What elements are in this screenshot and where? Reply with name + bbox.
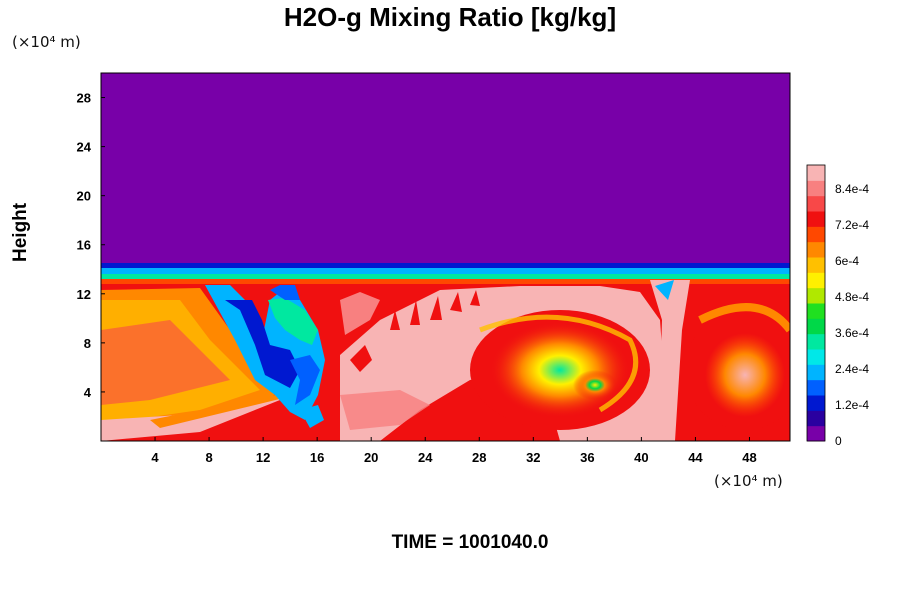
- colorbar-swatch: [807, 272, 825, 289]
- colorbar-swatch: [807, 195, 825, 212]
- heatmap-field: [101, 73, 790, 441]
- y-tick-label: 8: [84, 336, 91, 351]
- x-tick-label: 20: [364, 450, 378, 465]
- colorbar-swatch: [807, 333, 825, 350]
- colorbar-tick-label: 0: [835, 434, 842, 448]
- x-tick-label: 12: [256, 450, 270, 465]
- time-label: TIME = 1001040.0: [391, 532, 549, 553]
- colorbar-swatch: [807, 364, 825, 381]
- colorbar-tick-label: 2.4e-4: [835, 362, 869, 376]
- colorbar: 0 1.2e-4 2.4e-4 3.6e-4 4.8e-4 6e-4 7.2e-4 8.4e-…: [806, 164, 869, 448]
- colorbar-swatch: [807, 410, 825, 427]
- colorbar-swatch: [807, 318, 825, 335]
- y-tick-label: 20: [77, 189, 91, 204]
- y-tick-label: 12: [77, 287, 91, 302]
- colorbar-tick-label: 3.6e-4: [835, 326, 869, 340]
- y-tick-label: 24: [77, 140, 92, 155]
- x-tick-label: 16: [310, 450, 324, 465]
- y-axis-unit: (×10⁴ m): [12, 33, 81, 51]
- colorbar-swatch: [807, 241, 825, 258]
- x-tick-label: 8: [205, 450, 212, 465]
- colorbar-swatch: [807, 180, 825, 197]
- x-tick-label: 24: [418, 450, 433, 465]
- x-tick-label: 4: [151, 450, 159, 465]
- colorbar-tick-label: 8.4e-4: [835, 182, 869, 196]
- x-tick-label: 44: [688, 450, 703, 465]
- colorbar-tick-label: 4.8e-4: [835, 290, 869, 304]
- y-tick-label: 4: [84, 385, 92, 400]
- colorbar-swatch: [807, 226, 825, 243]
- y-tick-label: 16: [77, 238, 91, 253]
- x-tick-label: 40: [634, 450, 648, 465]
- colorbar-swatch: [807, 165, 825, 181]
- x-tick-label: 36: [580, 450, 594, 465]
- x-tick-label: 28: [472, 450, 486, 465]
- colorbar-tick-label: 6e-4: [835, 254, 859, 268]
- colorbar-swatch: [807, 349, 825, 365]
- x-axis-unit: (×10⁴ m): [714, 472, 783, 490]
- colorbar-swatch: [807, 395, 825, 411]
- plot-frame: [100, 72, 791, 442]
- colorbar-swatch: [807, 287, 825, 304]
- colorbar-tick-label: 1.2e-4: [835, 398, 869, 412]
- x-tick-label: 48: [742, 450, 756, 465]
- colorbar-swatch: [807, 257, 825, 273]
- chart-title: H2O-g Mixing Ratio [kg/kg]: [283, 2, 617, 32]
- y-tick-label: 28: [77, 91, 91, 106]
- colorbar-frame: [806, 164, 826, 442]
- x-tick-label: 32: [526, 450, 540, 465]
- colorbar-swatch: [807, 211, 825, 227]
- colorbar-tick-label: 7.2e-4: [835, 218, 869, 232]
- colorbar-swatch: [807, 379, 825, 396]
- colorbar-swatch: [807, 303, 825, 319]
- colorbar-swatch: [807, 425, 825, 442]
